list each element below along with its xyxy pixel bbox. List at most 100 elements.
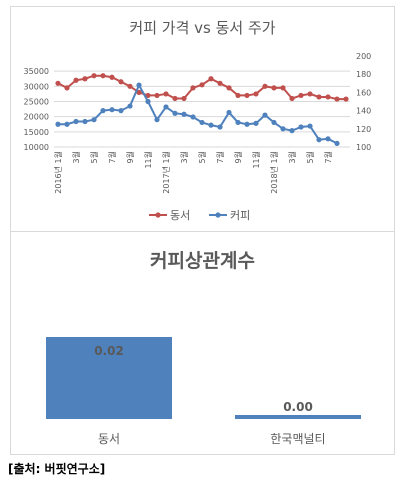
data-point [217, 80, 223, 86]
data-point [253, 120, 259, 126]
x-tick-label: 7월 [323, 151, 333, 163]
data-point [280, 85, 286, 91]
data-point [208, 76, 214, 82]
bar-동서 [46, 337, 172, 419]
data-point [73, 118, 79, 125]
category-label: 한국맥널티 [270, 432, 325, 446]
bar-한국맥널티 [235, 415, 361, 419]
data-point [334, 140, 340, 146]
x-tick-label: 7월 [215, 151, 225, 163]
x-tick-label: 5월 [89, 151, 99, 163]
data-point [334, 96, 340, 102]
data-point [244, 92, 250, 99]
x-tick-label: 11월 [143, 151, 153, 169]
x-tick-label: 2016년 1월 [53, 151, 63, 194]
source-note: [출처: 버핏연구소] [8, 462, 106, 476]
data-point [136, 89, 142, 95]
data-point [289, 95, 295, 102]
y-right-tick-label: 200 [356, 52, 371, 61]
legend-marker [155, 212, 161, 218]
legend-label: 커피 [230, 209, 250, 222]
line-chart: 10000 15000 20000 25000 30000 35000 100 120 140 1… [24, 52, 372, 222]
data-point [190, 85, 196, 91]
data-point [55, 80, 61, 86]
data-point [64, 121, 70, 127]
x-tick-label: 7월 [107, 151, 117, 163]
y-right-tick-label: 160 [356, 88, 371, 97]
legend-label: 동서 [170, 209, 190, 222]
data-point [217, 124, 223, 130]
bar-chart-title: 커피상관계수 [150, 250, 255, 272]
y-right-tick-label: 120 [356, 125, 371, 134]
data-point [280, 126, 286, 132]
data-point [244, 121, 250, 127]
line-chart-panel: 커피 가격 vs 동서 주가 10000 15000 20000 25000 30000… [10, 6, 395, 232]
data-point [325, 136, 331, 142]
y-right-tick-label: 180 [356, 70, 371, 79]
data-point [73, 77, 79, 83]
data-point [109, 107, 115, 113]
data-point [136, 82, 142, 88]
line-chart-title: 커피 가격 vs 동서 주가 [129, 19, 276, 37]
y-left-tick-label: 35000 [24, 67, 49, 76]
y-left-tick-label: 10000 [24, 143, 49, 152]
data-point [172, 95, 178, 102]
data-point [145, 98, 151, 105]
data-point [127, 103, 133, 109]
bar-value-label: 0.00 [283, 400, 313, 414]
data-point [154, 92, 160, 99]
data-point [253, 91, 259, 97]
y-right-tick-label: 140 [356, 107, 371, 116]
data-point [64, 85, 70, 91]
data-point [100, 108, 106, 114]
data-point [307, 91, 313, 97]
x-tick-label: 3월 [179, 151, 189, 163]
y-right-tick-label: 100 [356, 143, 371, 152]
y-left-tick-label: 20000 [24, 113, 49, 122]
data-point [181, 111, 187, 117]
bar-chart-panel: 커피상관계수 0.02 동서 0.00 한국맥널티 [10, 231, 395, 455]
x-tick-label: 2018년 1월 [269, 151, 279, 194]
category-label: 동서 [98, 432, 120, 446]
data-point [298, 124, 304, 130]
data-point [307, 123, 313, 129]
data-point [325, 94, 331, 100]
data-point [262, 112, 268, 118]
y-left-tick-label: 25000 [24, 98, 49, 107]
data-point [208, 122, 214, 128]
data-point [226, 85, 232, 91]
data-point [199, 82, 205, 88]
data-point [235, 92, 241, 99]
data-point [271, 85, 277, 91]
data-point [172, 110, 178, 116]
data-point [190, 114, 196, 120]
data-point [289, 128, 295, 134]
data-point [163, 104, 169, 110]
data-point [199, 119, 205, 126]
data-point [181, 95, 187, 102]
bar-value-label: 0.02 [94, 344, 124, 358]
x-tick-label: 11월 [251, 151, 261, 169]
y-left-tick-label: 15000 [24, 128, 49, 137]
data-point [163, 91, 169, 97]
data-point [235, 119, 241, 126]
data-point [316, 137, 322, 143]
data-point [127, 83, 133, 89]
x-tick-label: 9월 [125, 151, 135, 163]
x-tick-label: 3월 [71, 151, 81, 163]
x-tick-label: 5월 [197, 151, 207, 163]
x-tick-label: 9월 [233, 151, 243, 163]
y-left-tick-label: 30000 [24, 82, 49, 91]
data-point [298, 92, 304, 99]
bar-chart: 0.02 동서 0.00 한국맥널티 [46, 337, 361, 446]
data-point [316, 94, 322, 100]
data-point [343, 96, 349, 102]
x-tick-label: 2017년 1월 [161, 151, 171, 194]
data-point [91, 117, 97, 123]
data-point [82, 118, 88, 125]
data-point [154, 117, 160, 123]
x-tick-label: 5월 [305, 151, 315, 163]
data-point [82, 76, 88, 82]
data-point [271, 119, 277, 126]
data-point [100, 73, 106, 79]
